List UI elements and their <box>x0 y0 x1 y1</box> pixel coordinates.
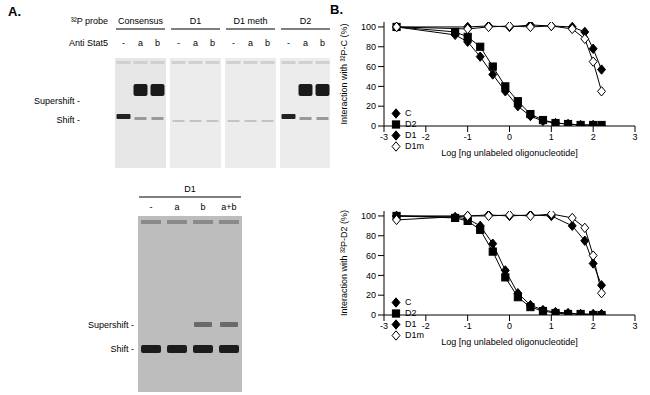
svg-text:3: 3 <box>632 321 637 331</box>
svg-text:Interaction with ³²P-C (%): Interaction with ³²P-C (%) <box>339 23 349 124</box>
svg-text:a: a <box>174 202 179 212</box>
html-text:D2: D2 <box>405 308 417 318</box>
svg-text:0: 0 <box>371 121 376 131</box>
svg-text:Consensus: Consensus <box>118 16 164 26</box>
html-text:C: C <box>405 297 412 307</box>
svg-text:Supershift -: Supershift - <box>34 96 80 106</box>
svg-text:³²P probe: ³²P probe <box>71 16 108 26</box>
svg-text:D2: D2 <box>300 16 312 26</box>
svg-text:2: 2 <box>591 132 596 142</box>
svg-text:-1: -1 <box>464 321 472 331</box>
svg-text:-: - <box>150 202 153 212</box>
svg-text:a: a <box>248 38 253 48</box>
svg-text:-: - <box>232 38 235 48</box>
svg-text:0: 0 <box>371 310 376 320</box>
html-text:D1m: D1m <box>405 330 424 340</box>
svg-text:80: 80 <box>366 231 376 241</box>
svg-text:Log [ng unlabeled oligonucleot: Log [ng unlabeled oligonucleotide] <box>441 337 578 347</box>
svg-text:-3: -3 <box>380 132 388 142</box>
html-text:D1: D1 <box>405 130 417 140</box>
svg-text:-: - <box>177 38 180 48</box>
svg-text:b: b <box>265 38 270 48</box>
svg-text:60: 60 <box>366 62 376 72</box>
svg-text:-2: -2 <box>422 132 430 142</box>
svg-text:Supershift -: Supershift - <box>88 320 134 330</box>
svg-text:a: a <box>193 38 198 48</box>
svg-text:-3: -3 <box>380 321 388 331</box>
svg-text:b: b <box>320 38 325 48</box>
svg-text:40: 40 <box>366 271 376 281</box>
html-text:D1: D1 <box>405 319 417 329</box>
svg-text:20: 20 <box>366 290 376 300</box>
svg-text:Log [ng unlabeled oligonucleot: Log [ng unlabeled oligonucleotide] <box>441 148 578 158</box>
svg-text:3: 3 <box>632 132 637 142</box>
svg-text:a+b: a+b <box>221 202 236 212</box>
svg-text:-: - <box>122 38 125 48</box>
svg-text:40: 40 <box>366 82 376 92</box>
svg-text:a: a <box>138 38 143 48</box>
svg-text:A.: A. <box>8 4 21 19</box>
svg-text:0: 0 <box>507 132 512 142</box>
html-text:D2: D2 <box>405 119 417 129</box>
svg-text:0: 0 <box>507 321 512 331</box>
svg-text:a: a <box>303 38 308 48</box>
svg-text:-: - <box>287 38 290 48</box>
svg-text:100: 100 <box>361 211 376 221</box>
svg-text:20: 20 <box>366 101 376 111</box>
svg-text:b: b <box>210 38 215 48</box>
svg-text:1: 1 <box>549 321 554 331</box>
svg-text:-1: -1 <box>464 132 472 142</box>
html-text:C: C <box>405 108 412 118</box>
svg-text:-2: -2 <box>422 321 430 331</box>
svg-text:Shift -: Shift - <box>110 344 134 354</box>
svg-text:D1 meth: D1 meth <box>233 16 267 26</box>
svg-text:D1: D1 <box>190 16 202 26</box>
html-text:D1m: D1m <box>405 141 424 151</box>
svg-text:60: 60 <box>366 251 376 261</box>
html-text:B.: B. <box>330 2 343 17</box>
svg-text:80: 80 <box>366 42 376 52</box>
svg-text:Shift -: Shift - <box>56 115 80 125</box>
svg-text:b: b <box>200 202 205 212</box>
svg-text:b: b <box>155 38 160 48</box>
svg-text:2: 2 <box>591 321 596 331</box>
svg-text:Anti Stat5: Anti Stat5 <box>69 38 108 48</box>
svg-text:100: 100 <box>361 22 376 32</box>
svg-text:Interaction with ³²P-D2 (%): Interaction with ³²P-D2 (%) <box>339 210 349 316</box>
svg-text:D1: D1 <box>184 184 196 194</box>
svg-text:1: 1 <box>549 132 554 142</box>
